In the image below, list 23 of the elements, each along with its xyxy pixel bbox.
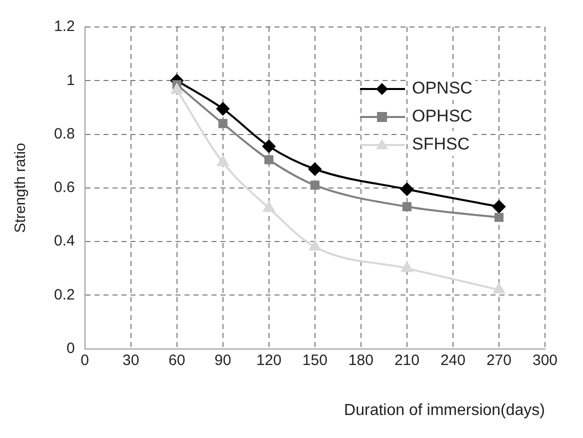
legend-label: OPHSC [412, 106, 472, 126]
x-tick-label: 30 [122, 352, 140, 369]
y-tick-label: 1 [66, 72, 75, 89]
x-tick-label: 240 [440, 352, 466, 369]
y-axis-title: Strength ratio [12, 142, 30, 233]
y-tick-label: 1.2 [54, 18, 75, 36]
x-axis-title: Duration of immersion(days) [344, 402, 545, 419]
x-tick-label: 60 [168, 352, 186, 369]
y-tick-label: 0.2 [54, 286, 75, 304]
y-tick-label: 0.6 [54, 179, 75, 196]
legend-label: OPNSC [412, 78, 472, 98]
x-tick-label: 210 [394, 352, 420, 369]
y-tick-label: 0 [66, 340, 75, 357]
y-tick-label: 0.4 [54, 232, 75, 250]
x-tick-label: 150 [302, 352, 328, 369]
x-tick-label: 90 [214, 352, 232, 369]
x-tick-label: 270 [486, 352, 512, 369]
x-tick-label: 120 [256, 352, 282, 369]
x-tick-label: 0 [80, 352, 90, 369]
x-tick-label: 180 [348, 352, 374, 369]
y-tick-label: 0.8 [54, 125, 75, 142]
x-tick-label: 300 [532, 352, 558, 369]
legend-label: SFHSC [412, 134, 470, 154]
